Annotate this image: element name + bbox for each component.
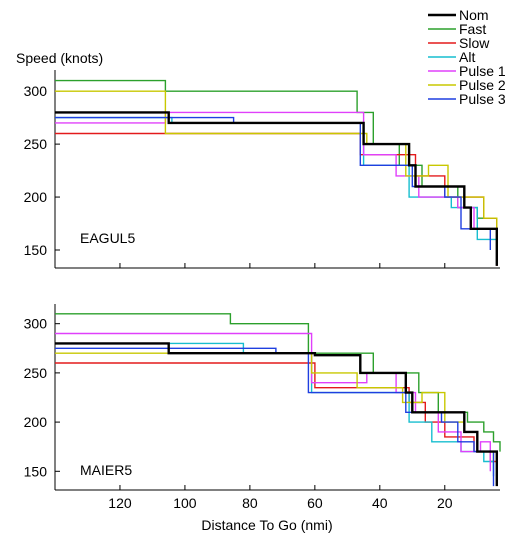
x-tick-label: 100 <box>173 495 197 511</box>
x-tick-label: 80 <box>242 495 258 511</box>
panel-top: 150 200 250 300 EAGUL5 <box>24 70 500 269</box>
panel-label: MAIER5 <box>80 462 132 478</box>
y-tick-label: 300 <box>24 83 48 99</box>
panel-bottom: 150 200 250 300 120 100 80 60 40 20 MAIER5 <box>24 304 501 511</box>
series-line-nom <box>55 342 498 487</box>
x-tick-label: 60 <box>307 495 323 511</box>
legend-label: Alt <box>459 49 475 65</box>
series-line-pulse-2 <box>55 352 495 462</box>
legend-label: Slow <box>459 35 490 51</box>
legend-label: Pulse 1 <box>459 63 506 79</box>
x-axis-title: Distance To Go (nmi) <box>201 517 332 533</box>
y-axis-title: Speed (knots) <box>16 50 103 66</box>
series-line-slow <box>55 132 498 266</box>
series-line-nom <box>55 111 498 266</box>
series-line-fast <box>55 313 501 452</box>
series-line-pulse-2 <box>55 90 498 240</box>
y-tick-label: 250 <box>24 365 48 381</box>
panel-label: EAGUL5 <box>80 230 135 246</box>
y-tick-label: 150 <box>24 242 48 258</box>
y-tick-label: 200 <box>24 189 48 205</box>
legend-label: Fast <box>459 21 486 37</box>
legend-label: Pulse 3 <box>459 91 506 107</box>
y-tick-label: 200 <box>24 414 48 430</box>
legend-label: Nom <box>459 7 489 23</box>
x-tick-label: 40 <box>372 495 388 511</box>
x-tick-label: 20 <box>437 495 453 511</box>
y-tick-label: 250 <box>24 136 48 152</box>
y-tick-label: 150 <box>24 463 48 479</box>
legend-label: Pulse 2 <box>459 77 506 93</box>
y-tick-label: 300 <box>24 316 48 332</box>
x-tick-label: 120 <box>108 495 132 511</box>
series-line-pulse-1 <box>55 111 498 245</box>
